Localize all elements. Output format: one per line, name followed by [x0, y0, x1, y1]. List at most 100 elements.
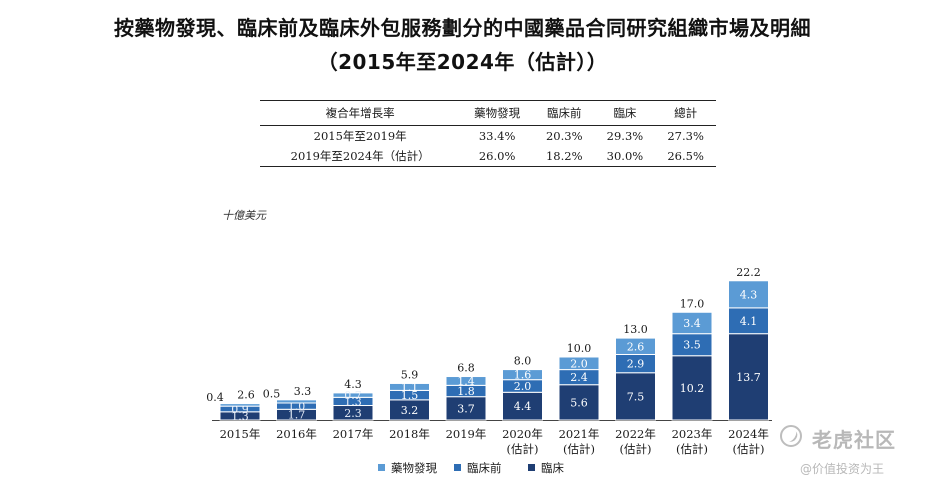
bar-segment: [728, 307, 769, 335]
segment-value-label: 3.5: [683, 339, 701, 352]
legend-entry: 臨床: [541, 461, 564, 475]
x-tick-label: (估計): [563, 442, 595, 456]
cagr-value: 33.4%: [478, 129, 516, 143]
segment-value-label: 4.4: [514, 400, 532, 413]
segment-value-label: 1.3: [231, 410, 249, 423]
segment-value-label: 0.4: [206, 391, 224, 404]
legend-swatch: [528, 464, 535, 471]
segment-value-label: 4.1: [740, 315, 758, 328]
cagr-value: 18.2%: [545, 149, 583, 163]
total-value-label: 13.0: [623, 323, 648, 336]
bar-segment: [558, 384, 600, 421]
segment-value-label: 1.7: [288, 409, 306, 422]
segment-value-label: 7.5: [627, 390, 645, 403]
cagr-header-drug-discovery: 藥物發現: [474, 106, 521, 120]
segment-value-label: 4.3: [740, 288, 758, 301]
total-value-label: 5.9: [401, 368, 419, 381]
bar-segment: [502, 391, 543, 421]
total-value-label: 6.8: [457, 362, 475, 375]
total-value-label: 2.6: [237, 389, 255, 402]
tiger-logo-icon: [780, 425, 802, 447]
segment-value-label: 2.0: [570, 357, 588, 370]
x-tick-label: 2019年: [446, 427, 487, 441]
cagr-header-preclinical: 臨床前: [547, 106, 582, 120]
x-tick-label: 2016年: [276, 427, 317, 441]
total-value-label: 10.0: [567, 342, 592, 355]
bar-segment: [728, 333, 769, 421]
watermark-main: 老虎社区: [812, 428, 896, 452]
segment-value-label: 2.0: [514, 380, 532, 393]
segment-value-label: 1.6: [514, 369, 532, 382]
x-tick-label: 2023年: [672, 427, 713, 441]
segment-value-label: 2.4: [570, 371, 588, 384]
bar-segment: [332, 392, 374, 398]
bar-segment: [276, 399, 317, 404]
x-tick-label: 2020年: [502, 427, 543, 441]
x-tick-label: 2021年: [559, 427, 600, 441]
segment-value-label: 2.6: [627, 340, 645, 353]
cagr-header-clinical: 臨床: [613, 106, 637, 120]
x-tick-label: 2022年: [615, 427, 656, 441]
segment-value-label: 0.7: [344, 389, 362, 402]
chart-title-line-2: （2015年至2024年（估計））: [317, 50, 608, 74]
segment-value-label: 0.5: [263, 387, 281, 400]
x-tick-label: (估計): [676, 442, 708, 456]
bar-segment: [728, 280, 769, 309]
cagr-value: 20.3%: [545, 129, 583, 143]
bar-segment: [219, 403, 261, 407]
segment-value-label: 3.4: [683, 317, 701, 330]
segment-value-label: 5.6: [570, 396, 588, 409]
x-tick-label: 2015年: [220, 427, 261, 441]
cagr-table: 複合年增長率 藥物發現 臨床前 臨床 總計 2015年至2019年 33.4% …: [260, 100, 716, 167]
total-value-label: 22.2: [736, 266, 761, 279]
unit-label: 十億美元: [222, 209, 266, 222]
segment-value-label: 3.2: [401, 404, 419, 417]
segment-value-label: 2.9: [627, 358, 645, 371]
segment-value-label: 1.4: [457, 375, 475, 388]
cagr-value: 26.5%: [667, 149, 704, 163]
legend-entry: 藥物發現: [391, 461, 437, 475]
bar-segment: [671, 355, 713, 421]
bar-segment: [615, 337, 656, 355]
segment-value-label: 10.2: [680, 382, 705, 395]
cagr-period: 2015年至2019年: [313, 129, 407, 143]
total-value-label: 17.0: [680, 297, 705, 310]
watermark-sub: @价值投资为王: [800, 462, 885, 476]
segment-value-label: 1.3: [344, 395, 362, 408]
bar-segment: [671, 311, 713, 335]
x-tick-label: 2018年: [389, 427, 430, 441]
legend-entry: 臨床前: [467, 461, 502, 475]
cagr-value: 30.0%: [606, 149, 644, 163]
cagr-header-row: 複合年增長率 藥物發現 臨床前 臨床 總計: [260, 100, 716, 126]
x-tick-label: (估計): [620, 442, 652, 456]
x-tick-label: 2017年: [333, 427, 374, 441]
cagr-header-label: 複合年增長率: [325, 106, 395, 120]
segment-value-label: 1.8: [457, 385, 475, 398]
bar-segment: [445, 376, 487, 386]
cagr-value: 29.3%: [606, 129, 644, 143]
cagr-row-2015-2019: 2015年至2019年 33.4% 20.3% 29.3% 27.3%: [260, 126, 716, 147]
x-tick-label: (估計): [733, 442, 765, 456]
segment-value-label: 1.1: [401, 381, 419, 394]
legend-swatch: [454, 464, 461, 471]
total-value-label: 4.3: [344, 378, 362, 391]
cagr-period: 2019年至2024年（估計）: [290, 149, 430, 163]
x-tick-label: (估計): [507, 442, 539, 456]
cagr-value: 27.3%: [667, 129, 704, 143]
cagr-header-total: 總計: [674, 106, 698, 120]
segment-value-label: 2.3: [344, 407, 362, 420]
bar-segment: [502, 369, 543, 381]
bar-segment: [558, 356, 600, 371]
total-value-label: 3.3: [294, 385, 312, 398]
bar-segment: [389, 382, 430, 391]
chart-title-line-1: 按藥物發現、臨床前及臨床外包服務劃分的中國藥品合同研究組織市場及明細: [114, 16, 811, 40]
x-tick-label: 2024年: [728, 427, 769, 441]
bar-segment: [615, 372, 656, 421]
segment-value-label: 3.7: [457, 402, 475, 415]
segment-value-label: 13.7: [736, 371, 761, 384]
legend-swatch: [378, 464, 385, 471]
cagr-value: 26.0%: [478, 149, 516, 163]
segment-value-label: 1.5: [401, 389, 419, 402]
cagr-row-2019-2024: 2019年至2024年（估計） 26.0% 18.2% 30.0% 26.5%: [260, 146, 716, 167]
